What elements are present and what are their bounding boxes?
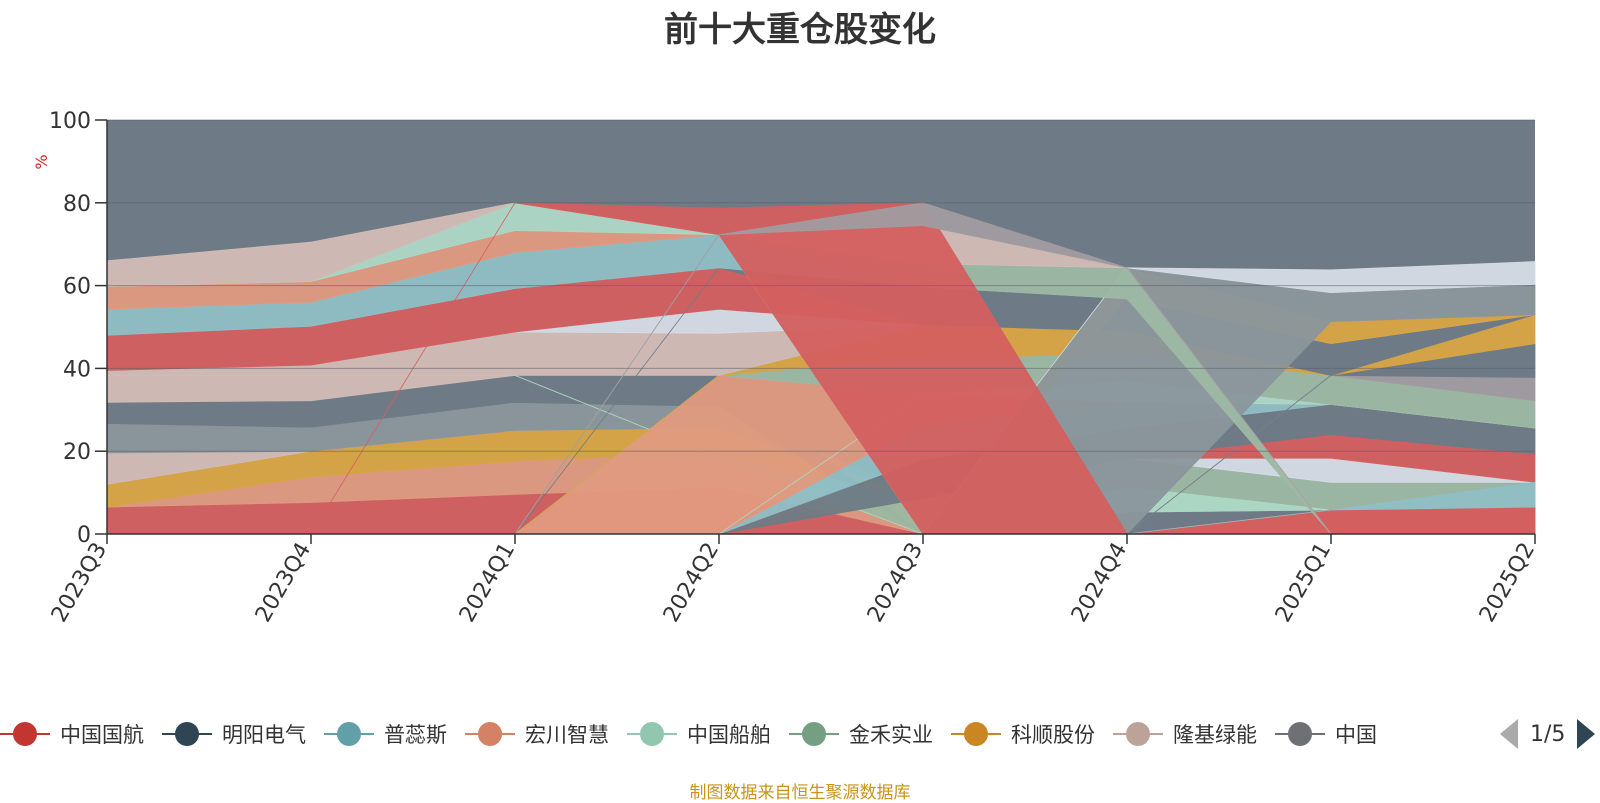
y-tick-label: 100 [49,109,91,134]
legend-marker-icon [324,721,374,747]
legend-item[interactable]: 隆基绿能 [1113,712,1257,756]
legend-label: 普蕊斯 [384,723,447,747]
y-tick-labels: 0 20 40 60 80 100 [49,109,107,548]
x-tick-label: 2024Q1 [455,539,520,627]
legend-label: 科顺股份 [1011,723,1095,747]
legend-marker-icon [162,721,212,747]
legend-item[interactable]: 中国国航 [0,712,144,756]
x-tick-label: 2023Q3 [47,539,112,627]
legend-label: 金禾实业 [849,723,933,747]
area-band-34 [107,202,1535,535]
next-page-icon[interactable] [1577,719,1596,749]
legend-pager: 1/5 [1500,716,1596,752]
legend-item[interactable]: 普蕊斯 [324,712,447,756]
y-tick-label: 80 [63,192,91,217]
x-tick-label: 2024Q2 [659,539,724,627]
axes [106,120,1535,535]
x-tick-label: 2025Q1 [1271,539,1336,627]
x-tick-label: 2023Q4 [251,539,316,627]
legend-marker-icon [951,721,1001,747]
y-tick-label: 60 [63,275,91,300]
legend-page-info: 1/5 [1530,721,1566,747]
y-tick-label: 0 [77,523,91,548]
legend-item[interactable]: 中国 [1275,712,1377,756]
x-tick-label: 2024Q3 [863,539,928,627]
y-axis-label: % [32,154,51,169]
legend-item[interactable]: 中国船舶 [627,712,771,756]
legend-marker-icon [0,721,50,747]
y-tick-label: 40 [63,357,91,382]
legend-label: 中国 [1335,723,1377,747]
legend-item[interactable]: 科顺股份 [951,712,1095,756]
legend: 中国国航 明阳电气 普蕊斯 宏川智慧 中国船舶 金禾实业 科顺股份 隆基绿能 中国 [0,712,1480,756]
prev-page-icon[interactable] [1500,719,1518,749]
legend-marker-icon [1113,721,1163,747]
legend-marker-icon [789,721,839,747]
legend-marker-icon [465,721,515,747]
legend-item[interactable]: 明阳电气 [162,712,306,756]
chart-title: 前十大重仓股变化 [664,10,936,50]
legend-item[interactable]: 宏川智慧 [465,712,609,756]
x-tick-label: 2025Q2 [1475,539,1540,627]
gridlines [107,119,1535,452]
y-tick-label: 20 [63,440,91,465]
legend-label: 中国船舶 [687,723,771,747]
legend-label: 宏川智慧 [525,723,609,747]
legend-item[interactable]: 金禾实业 [789,712,933,756]
x-tick-labels: 2023Q3 2023Q4 2024Q1 2024Q2 2024Q3 2024Q4 2025… [47,534,1540,627]
legend-label: 明阳电气 [222,723,306,747]
legend-label: 隆基绿能 [1173,723,1257,747]
legend-marker-icon [627,721,677,747]
source-note: 制图数据来自恒生聚源数据库 [689,783,911,803]
legend-marker-icon [1275,721,1325,747]
legend-label: 中国国航 [60,723,144,747]
x-tick-label: 2024Q4 [1067,539,1132,627]
